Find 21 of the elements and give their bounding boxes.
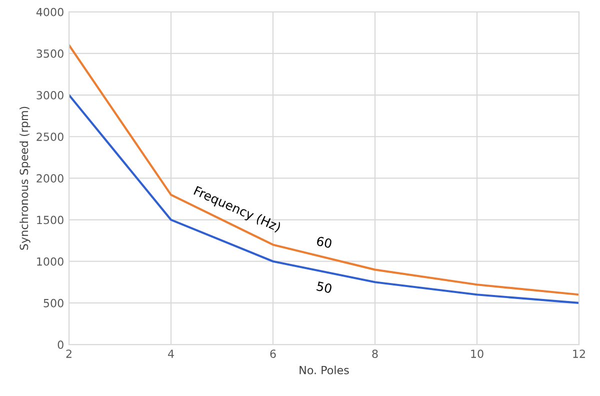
text: 60 [316, 236, 332, 248]
line-series [69, 94, 579, 304]
x-tick-label: 8 [372, 350, 378, 358]
y-tick-label: 1500 [37, 216, 64, 224]
y-tick-label: 2500 [36, 132, 64, 141]
y-axis-title: Synchronous Speed (rpm) [20, 106, 30, 250]
x-axis-title: No. Poles [300, 366, 349, 374]
text: 50 [316, 281, 332, 294]
y-tick-label: 500 [44, 298, 64, 308]
x-tick-label: 12 [573, 350, 585, 358]
x-tick-label: 10 [471, 350, 484, 358]
y-tick-label: 3500 [36, 49, 64, 58]
y-tick-label: 3000 [36, 91, 64, 100]
y-tick-label: 2000 [36, 174, 64, 183]
x-tick-label: 6 [270, 350, 276, 358]
line-series [69, 44, 579, 296]
y-tick-label: 0 [58, 340, 64, 349]
y-tick-label: 4000 [36, 8, 64, 16]
x-tick-label: 4 [168, 350, 174, 358]
x-tick-label: 2 [66, 350, 72, 358]
y-tick-label: 1000 [37, 257, 64, 266]
